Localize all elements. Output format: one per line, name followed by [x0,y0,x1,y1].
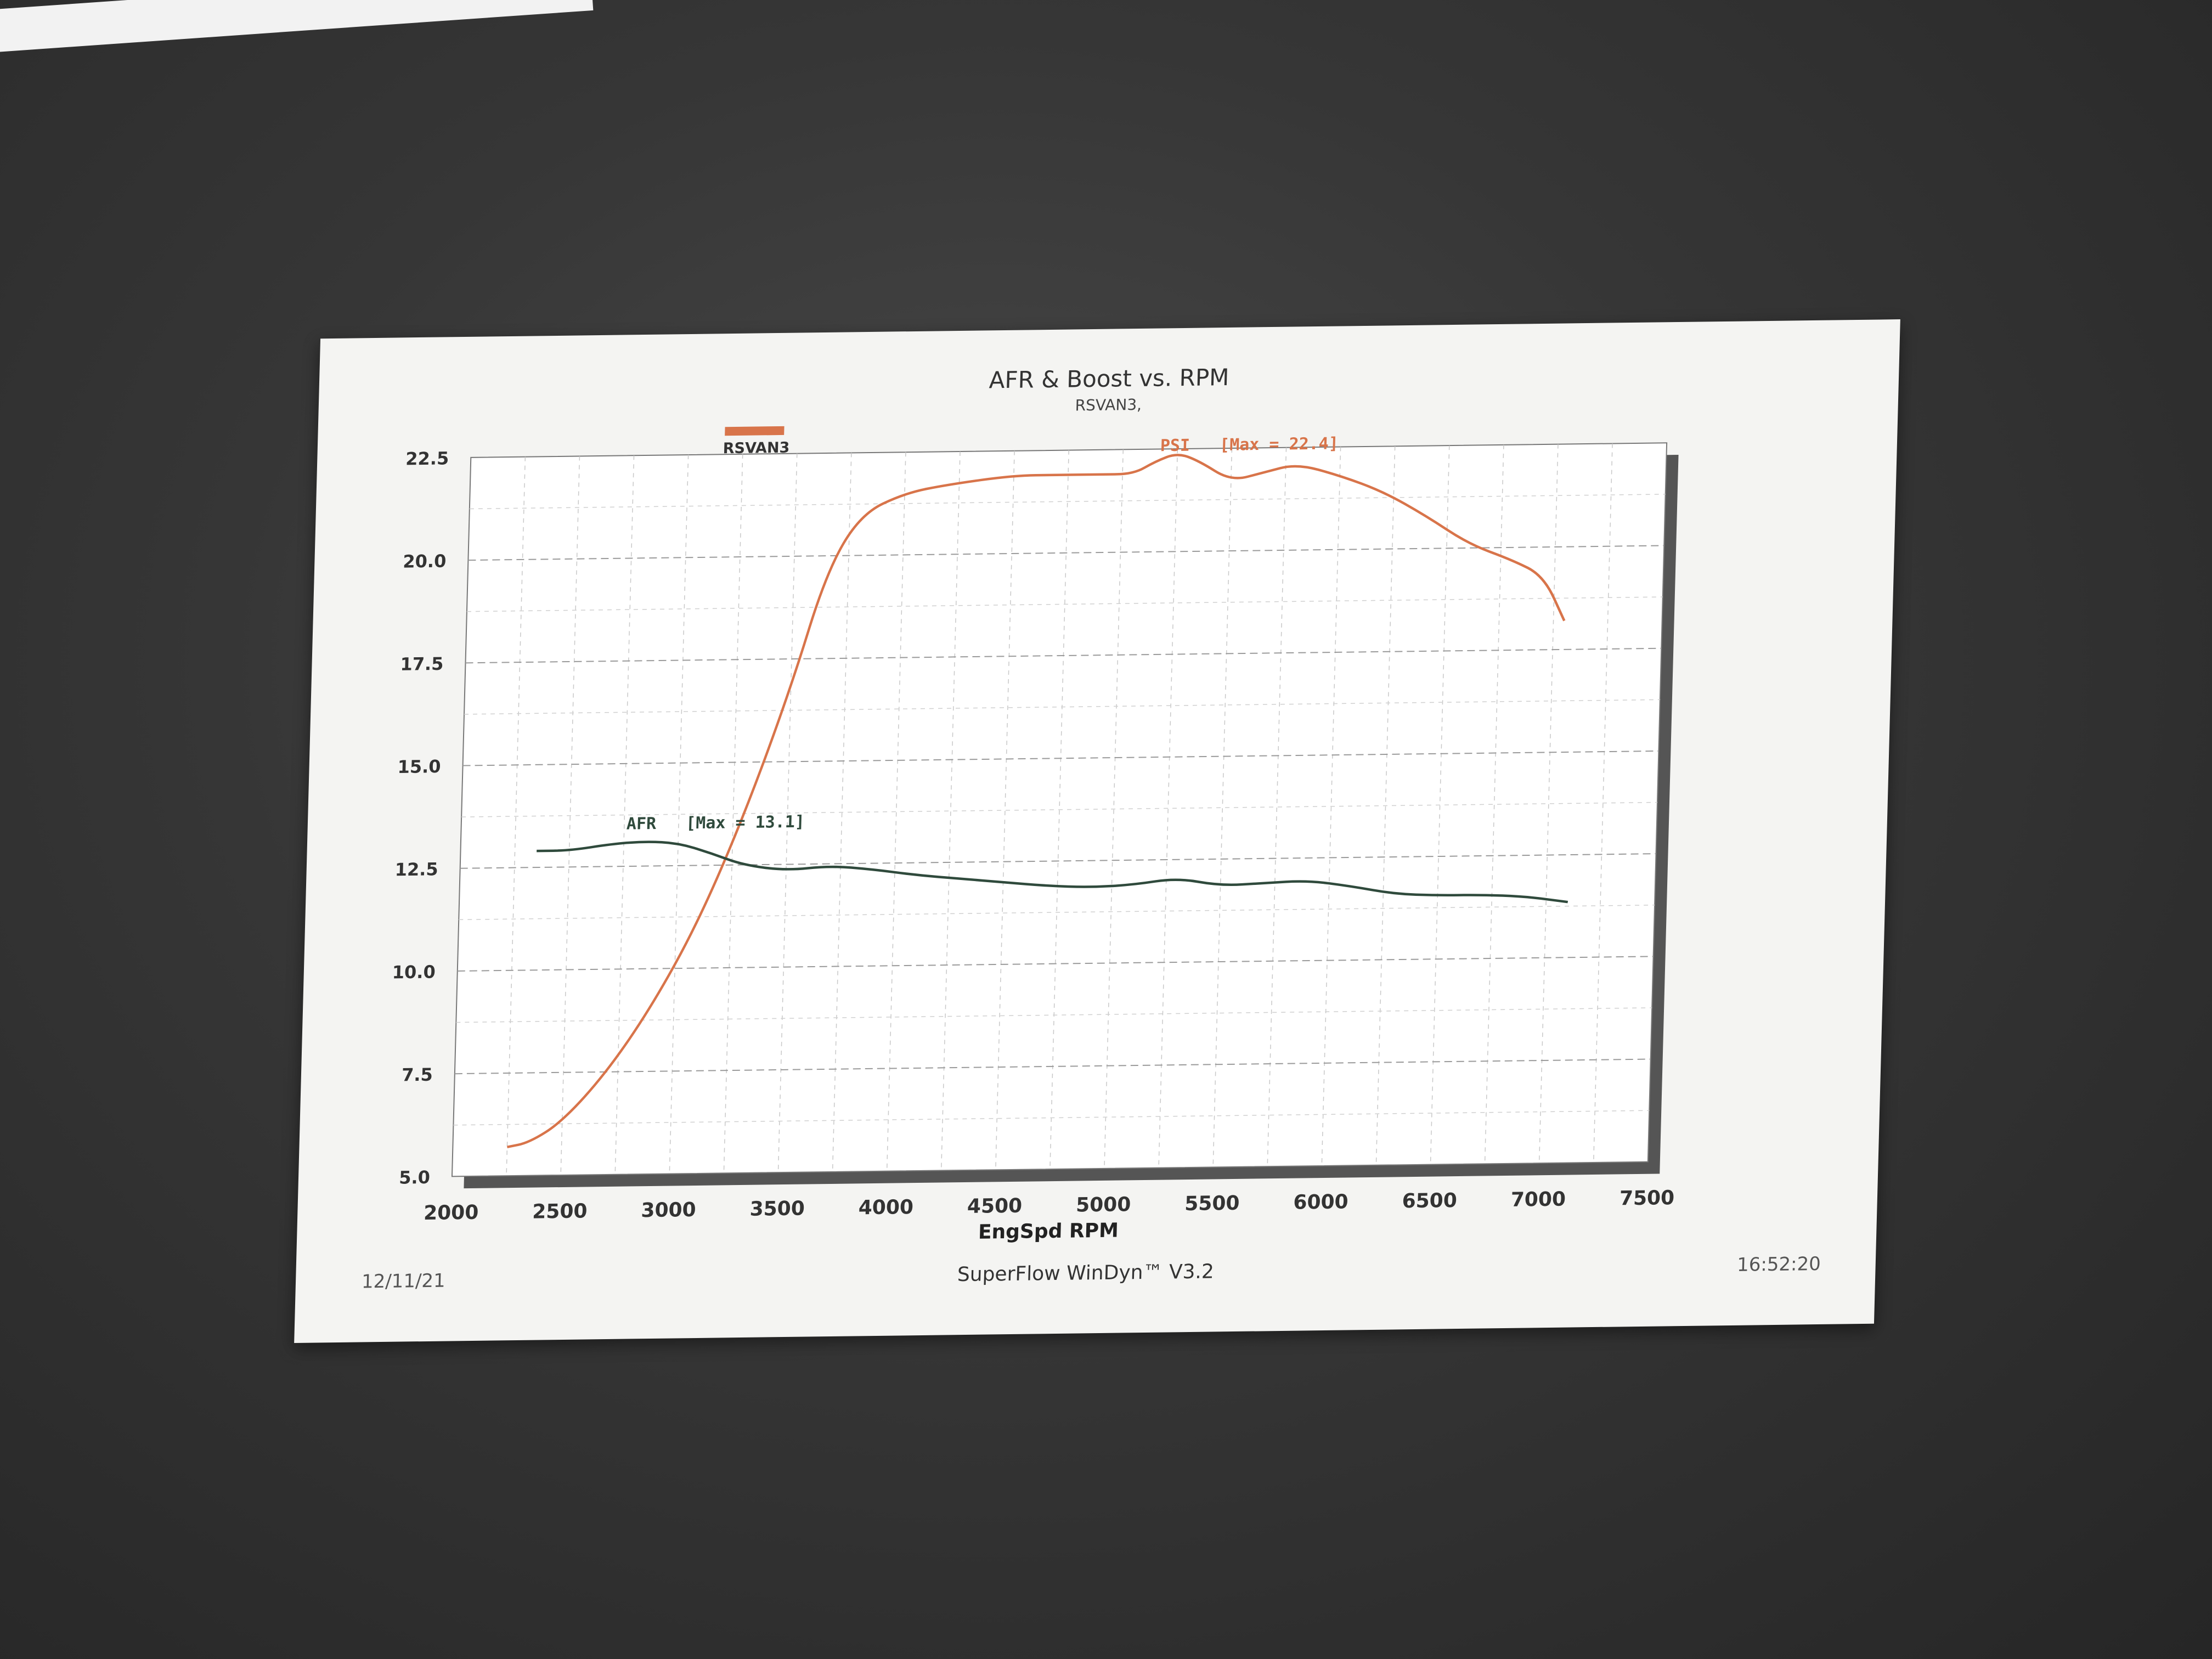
y-tick-label: 10.0 [392,961,436,983]
grid-line-horizontal [462,750,1659,766]
x-tick-label: 5000 [1076,1193,1131,1216]
grid-line-vertical [940,451,961,1171]
y-tick-label: 17.5 [400,653,444,675]
grid-line-vertical [995,450,1015,1170]
grid-line-vertical [1158,449,1178,1168]
series-annotation-afr: AFR [Max = 13.1] [626,812,805,834]
grid-line-vertical [1267,447,1287,1167]
x-tick-label: 4000 [858,1196,913,1219]
grid-line-vertical [1484,444,1504,1164]
x-tick-label: 2000 [424,1201,479,1224]
grid-line-vertical [1104,449,1124,1169]
grid-line-horizontal [465,647,1662,664]
grid-line-vertical [723,454,743,1173]
grid-line-vertical [1593,443,1613,1163]
y-tick-label: 12.5 [394,859,438,880]
grid-line-vertical [1430,445,1450,1165]
series-annotation-psi: PSI [Max = 22.4] [1160,434,1339,455]
x-tick-label: 3000 [641,1199,696,1222]
grid-line-horizontal [456,1007,1652,1023]
printout-sheet: AFR & Boost vs. RPM RSVAN3, RSVAN3 2000 2… [294,319,1900,1343]
grid-line-vertical [1375,446,1396,1165]
y-tick-label: 22.5 [405,448,449,469]
y-tick-label: 5.0 [399,1167,431,1188]
x-tick-label: 7000 [1510,1188,1566,1211]
grid-line-horizontal [454,1058,1651,1075]
x-tick-label: 2500 [532,1200,588,1223]
x-axis-label: EngSpd RPM [978,1220,1119,1244]
grid-line-vertical [1538,444,1559,1164]
grid-line-vertical [1212,448,1233,1167]
grid-line-horizontal [460,853,1656,869]
grid-line-horizontal [457,956,1654,972]
grid-line-vertical [560,456,580,1176]
grid-line-vertical [669,455,689,1174]
grid-line-vertical [777,453,798,1173]
chart-plot: 2000 2500 3000 3500 4000 4500 5000 5500 6000 6500… [392,434,1679,1244]
y-tick-label: 20.0 [403,551,447,572]
x-tick-label: 7500 [1619,1187,1674,1210]
y-tick-label: 15.0 [397,756,441,777]
x-tick-label: 6500 [1402,1189,1457,1212]
background-paper-corner [0,0,594,53]
x-tick-label: 3500 [749,1198,805,1221]
grid-line-vertical [832,453,852,1172]
footer-time: 16:52:20 [1736,1252,1821,1276]
grid-line-horizontal [469,494,1666,510]
grid-line-horizontal [468,545,1664,561]
grid-line-horizontal [466,596,1663,612]
series-line-psi [507,454,1566,1148]
grid-line-vertical [1321,447,1341,1166]
grid-line-horizontal [453,1110,1650,1126]
grid-line-horizontal [464,699,1660,715]
series-line-afr [537,840,1568,904]
grid-line-horizontal [461,802,1657,817]
y-tick-label: 7.5 [402,1064,433,1086]
grid-line-horizontal [459,904,1655,921]
grid-line-vertical [506,456,526,1176]
x-tick-label: 4500 [967,1195,1022,1218]
grid-line-vertical [886,452,906,1171]
grid-line-vertical [1049,450,1069,1170]
x-tick-label: 5500 [1184,1192,1240,1215]
x-tick-label: 6000 [1293,1190,1348,1214]
